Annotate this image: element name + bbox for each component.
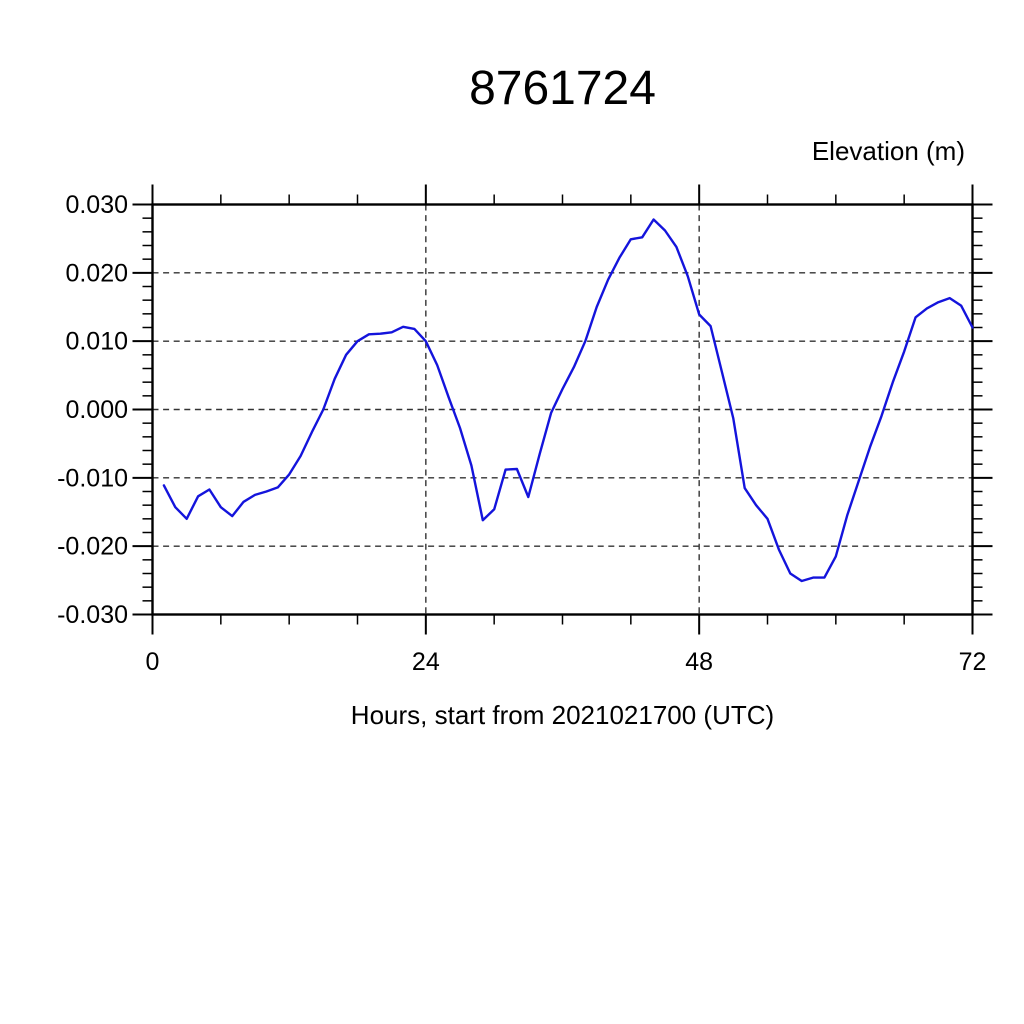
plot-border bbox=[151, 203, 974, 616]
elevation-line bbox=[162, 218, 974, 583]
x-axis-label: Hours, start from 2021021700 (UTC) bbox=[350, 700, 775, 730]
major-ticks: 0 24 48 72 0.030 0.020 0.010 0.000 -0.010 -0.020 -… bbox=[57, 184, 993, 676]
minor-ticks bbox=[142, 194, 983, 625]
x-tick-label: 24 bbox=[412, 648, 440, 676]
x-tick-label: 0 bbox=[146, 648, 160, 676]
y-tick-label: 0.030 bbox=[65, 191, 128, 219]
x-tick-label: 72 bbox=[959, 648, 987, 676]
y-tick-label: 0.000 bbox=[65, 396, 128, 424]
y-tick-label: 0.020 bbox=[65, 259, 128, 287]
y-tick-label: -0.010 bbox=[57, 464, 128, 492]
y-axis-title: Elevation (m) bbox=[811, 136, 965, 166]
chart-title: 8761724 bbox=[469, 62, 656, 115]
gridlines bbox=[152, 204, 973, 615]
y-tick-label: -0.030 bbox=[57, 601, 128, 629]
y-tick-label: 0.010 bbox=[65, 328, 128, 356]
x-tick-label: 48 bbox=[685, 648, 713, 676]
y-tick-label: -0.020 bbox=[57, 533, 128, 561]
